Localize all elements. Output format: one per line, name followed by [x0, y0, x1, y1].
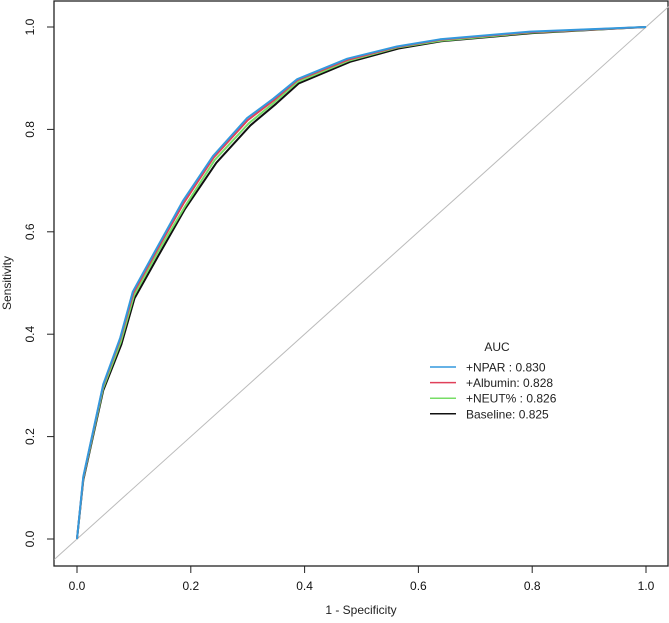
legend-label: +NEUT% : 0.826 [466, 392, 557, 406]
x-tick-label: 0.0 [69, 579, 86, 593]
y-axis: 0.0 0.2 0.4 0.6 0.8 1.0 [23, 18, 54, 547]
legend-label: +NPAR : 0.830 [466, 361, 546, 375]
reference-diagonal-line [53, 6, 669, 560]
x-tick-label: 0.8 [524, 579, 541, 593]
x-tick-label: 0.4 [296, 579, 313, 593]
y-tick-label: 0.4 [23, 326, 37, 343]
legend-title: AUC [484, 340, 510, 354]
legend-label: Baseline: 0.825 [466, 407, 549, 421]
y-tick-label: 0.2 [23, 428, 37, 445]
legend: AUC +NPAR : 0.830+Albumin: 0.828 +NEUT% :… [430, 340, 557, 421]
y-tick-label: 0.0 [23, 530, 37, 547]
y-axis-title: Sensitivity [0, 256, 14, 310]
diagonal-line [53, 6, 669, 560]
y-tick-label: 0.8 [23, 121, 37, 138]
x-tick-label: 0.6 [410, 579, 427, 593]
roc-curve-npar [76, 26, 647, 540]
y-tick-label: 0.6 [23, 223, 37, 240]
x-tick-label: 1.0 [638, 579, 655, 593]
roc-curves [76, 26, 647, 540]
x-axis: 0.0 0.2 0.4 0.6 0.8 1.0 [69, 566, 655, 593]
legend-label: +Albumin: 0.828 [466, 376, 553, 390]
x-tick-label: 0.2 [182, 579, 199, 593]
x-axis-title: 1 - Specificity [325, 603, 396, 617]
y-tick-label: 1.0 [23, 18, 37, 35]
